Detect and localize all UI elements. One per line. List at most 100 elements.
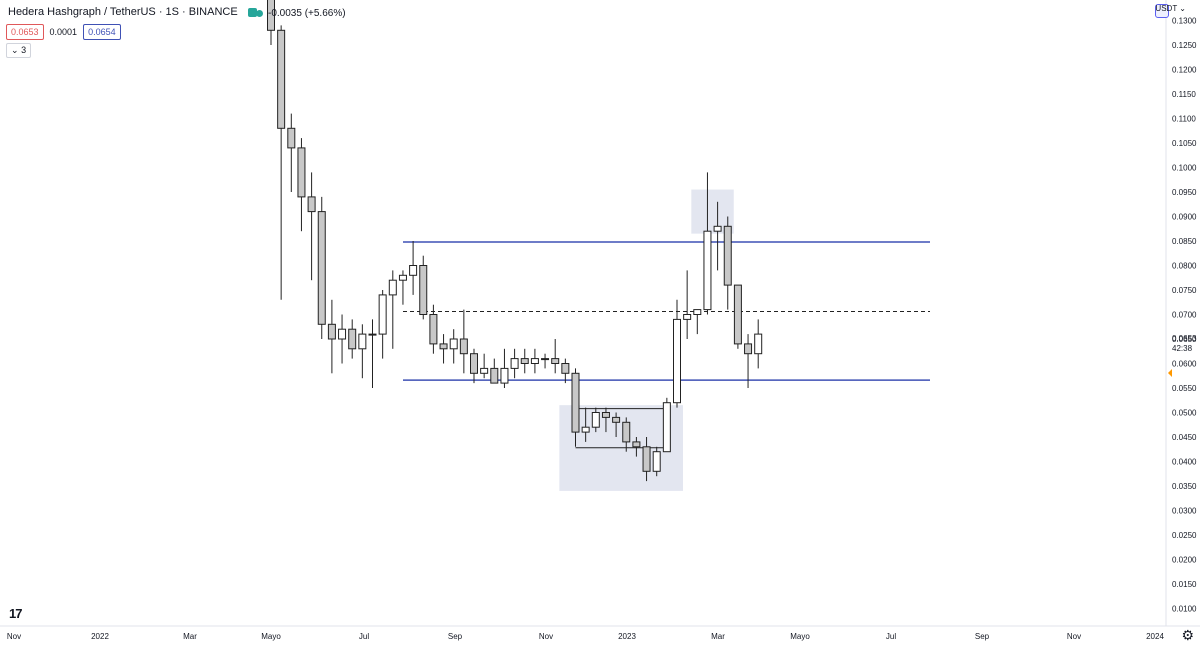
candle-body [470,353,478,374]
price-tick-label: 0.1200 [1172,66,1197,75]
time-tick-label: Jul [359,632,369,641]
price-tick-label: 0.0650 [1172,335,1197,344]
candle-body [683,314,692,320]
time-tick-label: Sep [448,632,463,641]
price-tick-label: 0.0350 [1172,482,1197,491]
price-tick-label: 0.0500 [1172,409,1197,418]
candle-body [744,343,753,355]
candle-body [287,127,296,149]
price-tick-label: 0.1250 [1172,41,1197,50]
chart-legend: Hedera Hashgraph / TetherUS · 1S · BINAN… [8,6,257,18]
candle-body [348,328,357,350]
candle-body [612,416,621,423]
candle-body [388,279,397,296]
candle-body [561,363,570,374]
countdown-value: 42:38 [1172,344,1193,353]
candle-body [551,358,560,365]
candle-body [368,333,377,336]
candle-body [541,358,550,361]
candle-body [733,284,742,345]
price-tick-label: 0.0400 [1172,458,1197,467]
last-price-label: 0.0653 42:38 [1172,334,1196,354]
candle-body [297,147,306,198]
time-tick-label: Nov [539,632,553,641]
candle-body [713,225,722,232]
time-tick-label: Nov [1067,632,1081,641]
candle-body [571,372,580,433]
candle-body [338,328,347,340]
candle-body [601,412,610,418]
bid-ask-row: 0.0653 0.0001 0.0654 [6,24,121,40]
price-change: -0.0035 (+5.66%) [256,8,346,19]
sell-price-box[interactable]: 0.0653 [6,24,44,40]
candle-body [429,314,438,345]
candle-body [530,358,539,365]
indicators-toggle[interactable]: ⌄ 3 [6,43,32,58]
time-tick-label: Mayo [261,632,281,641]
candle-body [277,29,286,129]
price-tick-label: 0.0800 [1172,262,1197,271]
candle-body [449,338,458,350]
candle-body [703,230,712,311]
price-tick-label: 0.1300 [1172,17,1197,26]
buy-price-box[interactable]: 0.0654 [83,24,121,40]
price-tick-label: 0.0700 [1172,311,1197,320]
last-price-value: 0.0653 [1172,334,1197,343]
candle-body [520,358,529,365]
candle-body [409,265,418,276]
gear-icon[interactable]: ⚙ [1181,627,1194,643]
candle-body [591,412,600,428]
market-status-icon [247,7,257,17]
candle-body [327,323,336,340]
last-price-marker-icon [1168,369,1172,377]
chart-settings-toggle-icon[interactable] [1155,4,1169,18]
candle-body [723,225,732,286]
time-tick-label: Mar [183,632,197,641]
time-tick-label: 2023 [618,632,636,641]
time-axis[interactable]: Nov 2022 Mar Mayo Jul Sep Nov 2023 Mar Mayo Jul Sep… [7,632,1165,641]
spread-value: 0.0001 [49,27,78,37]
price-axis[interactable]: 0.1300 0.1250 0.1200 0.1150 0.1100 0.1050 0.10… [1172,17,1197,614]
price-tick-label: 0.0550 [1172,384,1197,393]
time-tick-label: Mayo [790,632,810,641]
candle-body [480,367,489,374]
price-tick-label: 0.1100 [1172,115,1196,124]
candle-body [652,451,661,472]
candle-body [307,196,316,213]
time-tick-label: 2024 [1146,632,1164,641]
price-tick-label: 0.1000 [1172,164,1197,173]
candle-body [642,446,651,472]
time-tick-label: Nov [7,632,21,641]
price-tick-label: 0.0600 [1172,360,1197,369]
price-change-text: -0.0035 (+5.66%) [268,8,346,19]
candle-body [267,0,275,31]
candle-body [500,367,509,384]
price-tick-label: 0.0950 [1172,188,1197,197]
time-tick-label: Mar [711,632,725,641]
candle-body [662,402,671,453]
price-tick-label: 0.0100 [1172,605,1197,614]
price-tick-label: 0.1150 [1172,90,1196,99]
time-tick-label: 2022 [91,632,109,641]
price-tick-label: 0.0750 [1172,286,1197,295]
candle-body [439,343,448,350]
candle-body [317,211,326,325]
price-tick-label: 0.0250 [1172,531,1197,540]
indicator-count: 3 [21,45,27,55]
price-tick-label: 0.0200 [1172,556,1197,565]
time-tick-label: Jul [886,632,896,641]
time-tick-label: Sep [975,632,990,641]
candle-body [693,309,702,316]
price-tick-label: 0.0450 [1172,433,1197,442]
price-tick-label: 0.0300 [1172,507,1197,516]
candle-body [398,274,407,281]
candle-body [510,358,519,369]
price-tick-label: 0.0850 [1172,237,1197,246]
symbol-title[interactable]: Hedera Hashgraph / TetherUS · 1S · BINAN… [8,6,238,18]
currency-selector[interactable]: USDT ⌄ [1155,4,1186,13]
price-tick-label: 0.0150 [1172,580,1197,589]
currency-label: USDT [1155,4,1178,13]
candlesticks [267,0,763,482]
